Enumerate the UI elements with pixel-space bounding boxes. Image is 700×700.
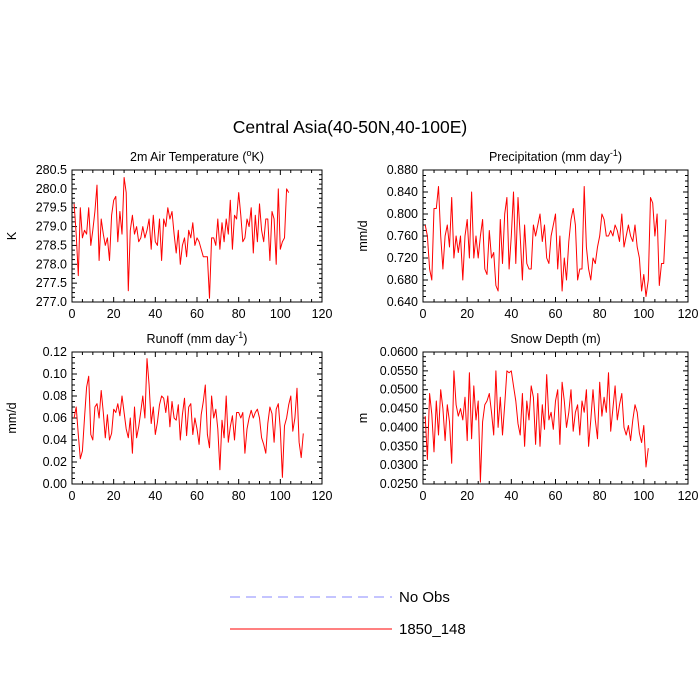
x-tick-label: 60 — [190, 307, 204, 321]
x-tick-label: 20 — [107, 489, 121, 503]
y-tick-label: 280.0 — [36, 182, 67, 196]
x-tick-label: 20 — [460, 307, 474, 321]
panel-title-superscript: -1 — [235, 330, 243, 340]
y-tick-label: 0.0250 — [380, 477, 418, 491]
x-tick-label: 80 — [593, 307, 607, 321]
x-tick-label: 40 — [148, 307, 162, 321]
x-tick-label: 120 — [678, 489, 699, 503]
y-axis-label: K — [5, 231, 19, 240]
x-tick-label: 20 — [460, 489, 474, 503]
panel-title-superscript: o — [246, 148, 251, 158]
series-line-1850_148 — [424, 186, 667, 297]
x-tick-label: 60 — [190, 489, 204, 503]
x-tick-label: 0 — [420, 307, 427, 321]
x-tick-label: 0 — [420, 489, 427, 503]
plot-frame — [71, 351, 323, 485]
x-tick-label: 60 — [549, 307, 563, 321]
chart-panel-1: 0 20 40 60 80 100 120 277.0 277.5 278.0 278.5 279.0… — [5, 148, 332, 321]
y-tick-label: 278.5 — [36, 238, 67, 252]
panel-title: 2m Air Temperature (oK) — [130, 148, 264, 164]
x-tick-label: 120 — [312, 307, 333, 321]
x-tick-label: 120 — [312, 489, 333, 503]
y-tick-label: 0.840 — [387, 185, 418, 199]
legend-label: 1850_148 — [399, 621, 466, 638]
y-tick-label: 0.0450 — [380, 402, 418, 416]
x-tick-label: 80 — [232, 489, 246, 503]
x-tick-label: 100 — [270, 307, 291, 321]
x-tick-label: 40 — [504, 489, 518, 503]
panel-title: Snow Depth (m) — [510, 332, 600, 346]
y-tick-label: 0.02 — [43, 455, 67, 469]
x-tick-label: 100 — [633, 489, 654, 503]
y-tick-label: 0.720 — [387, 251, 418, 265]
panel-title-text: 2m Air Temperature ( — [130, 150, 247, 164]
y-tick-label: 0.06 — [43, 411, 67, 425]
y-tick-label: 0.800 — [387, 207, 418, 221]
panel-title-suffix: ) — [243, 332, 247, 346]
panel-title-text: Precipitation (mm day — [489, 150, 611, 164]
panel-title-text: Snow Depth (m) — [510, 332, 600, 346]
y-tick-label: 0.0350 — [380, 439, 418, 453]
y-axis-label: mm/d — [5, 402, 19, 433]
panel-title-text: Runoff (mm day — [147, 332, 236, 346]
y-tick-label: 277.0 — [36, 295, 67, 309]
y-tick-label: 0.880 — [387, 163, 418, 177]
x-tick-label: 60 — [549, 489, 563, 503]
y-axis-label: mm/d — [356, 220, 370, 251]
y-tick-label: 0.640 — [387, 295, 418, 309]
series-line-1850_148 — [73, 358, 304, 478]
y-tick-label: 0.08 — [43, 389, 67, 403]
panel-title: Runoff (mm day-1) — [147, 330, 248, 346]
figure-title: Central Asia(40-50N,40-100E) — [233, 117, 467, 137]
y-axis-label: m — [356, 413, 370, 423]
series-line-1850_148 — [73, 177, 290, 299]
x-tick-label: 80 — [232, 307, 246, 321]
panel-title-suffix: ) — [618, 150, 622, 164]
panels-container: 0 20 40 60 80 100 120 277.0 277.5 278.0 278.5 279.0… — [5, 148, 698, 503]
x-tick-label: 80 — [593, 489, 607, 503]
x-tick-label: 0 — [69, 307, 76, 321]
y-tick-label: 0.0600 — [380, 345, 418, 359]
y-tick-label: 0.10 — [43, 367, 67, 381]
y-tick-label: 277.5 — [36, 276, 67, 290]
legend-label: No Obs — [399, 589, 450, 606]
y-tick-label: 279.5 — [36, 201, 67, 215]
y-tick-label: 0.760 — [387, 229, 418, 243]
chart-panel-3: 0 20 40 60 80 100 120 0.00 0.02 0.04 0.06 0.08 0.10 0… — [5, 330, 332, 503]
y-tick-label: 0.12 — [43, 345, 67, 359]
y-tick-label: 0.680 — [387, 273, 418, 287]
panel-title-suffix: K) — [252, 150, 265, 164]
legend: No Obs 1850_148 — [230, 589, 466, 638]
series-line-1850_148 — [424, 370, 649, 483]
chart-panel-2: 0 20 40 60 80 100 120 0.640 0.680 0.720 0.760 0.800… — [356, 148, 698, 321]
chart-panel-4: 0 20 40 60 80 100 120 0.0250 0.0300 0.0350 0.0400 0… — [356, 332, 698, 503]
x-tick-label: 20 — [107, 307, 121, 321]
y-tick-label: 0.00 — [43, 477, 67, 491]
y-tick-label: 279.0 — [36, 220, 67, 234]
y-tick-label: 0.0400 — [380, 420, 418, 434]
panel-title: Precipitation (mm day-1) — [489, 148, 622, 164]
y-tick-label: 0.04 — [43, 433, 67, 447]
x-tick-label: 100 — [270, 489, 291, 503]
x-tick-label: 40 — [504, 307, 518, 321]
y-tick-label: 0.0300 — [380, 458, 418, 472]
y-tick-label: 0.0550 — [380, 364, 418, 378]
y-tick-label: 280.5 — [36, 163, 67, 177]
y-tick-label: 278.0 — [36, 257, 67, 271]
x-tick-label: 100 — [633, 307, 654, 321]
x-tick-label: 40 — [148, 489, 162, 503]
y-tick-label: 0.0500 — [380, 383, 418, 397]
panel-title-superscript: -1 — [610, 148, 618, 158]
x-tick-label: 120 — [678, 307, 699, 321]
x-tick-label: 0 — [69, 489, 76, 503]
